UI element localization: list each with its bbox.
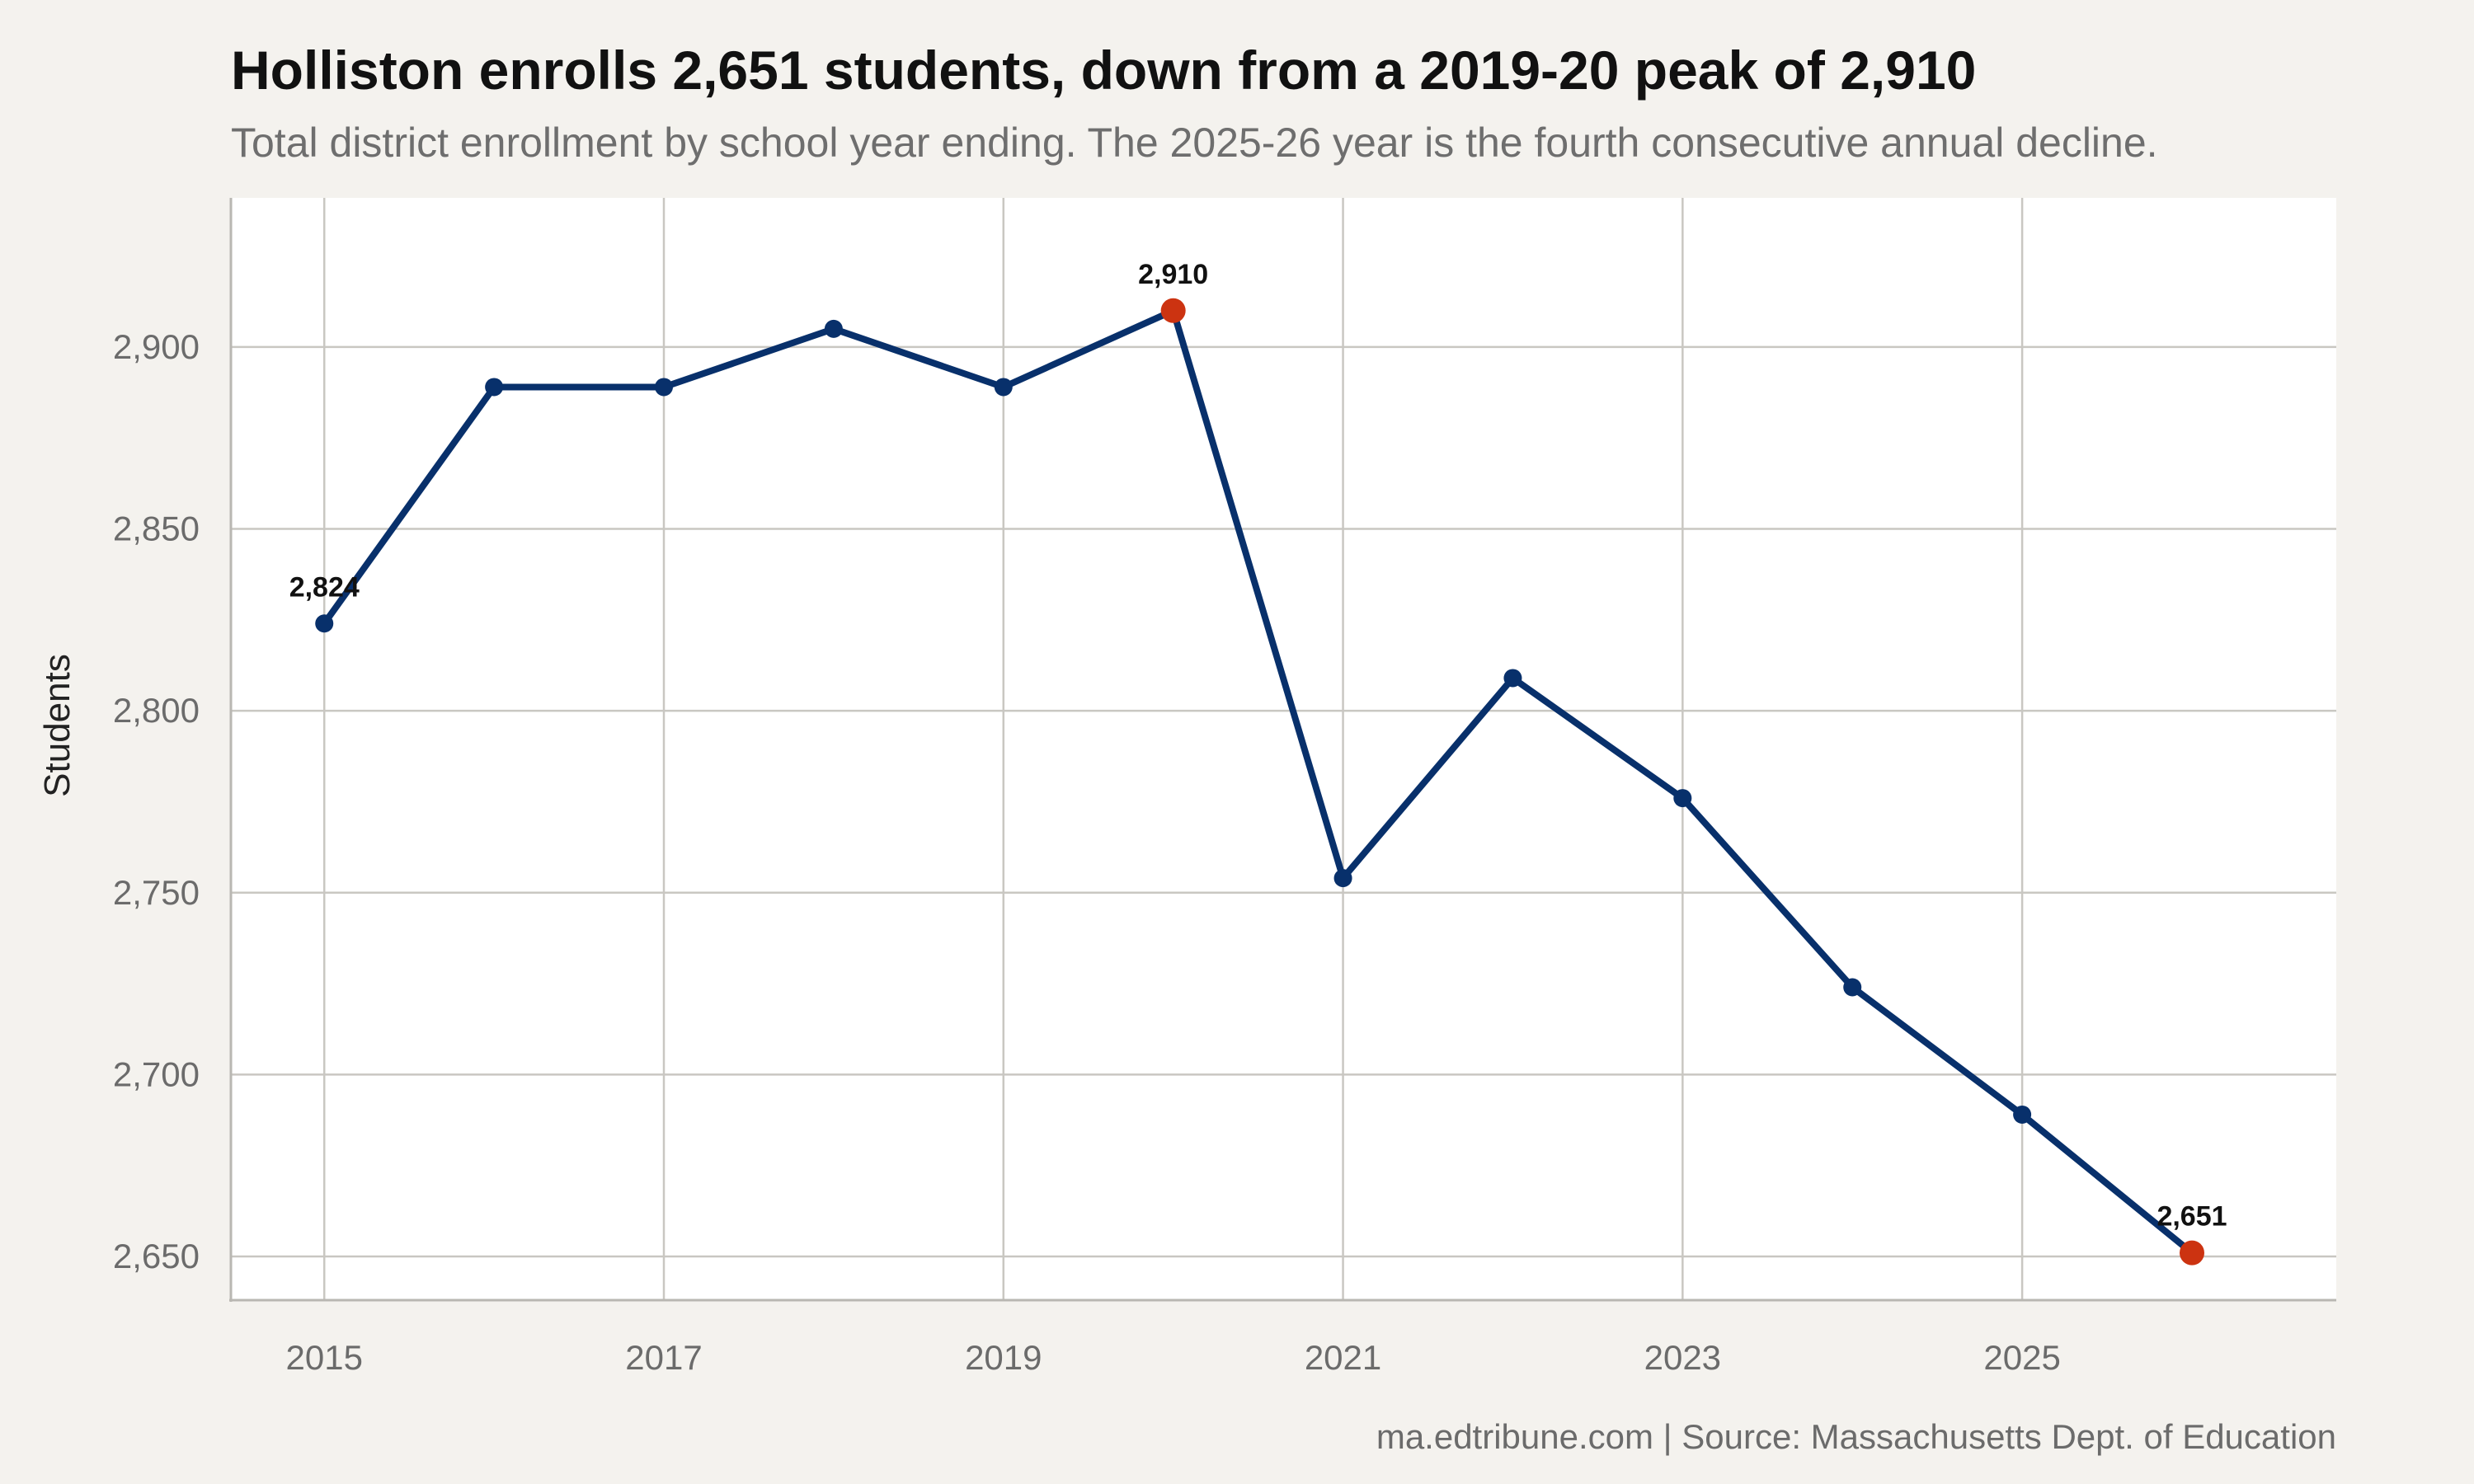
series-line [321,307,2195,1256]
highlight-point-2020 [1160,298,1186,323]
data-label-2015: 2,824 [289,571,360,603]
data-point-2017 [655,378,674,397]
x-tick-label: 2025 [1983,1338,2060,1377]
y-tick-label: 2,900 [113,327,200,366]
data-labels: 2,824 2,910 2,651 [289,259,2227,1233]
data-point-2015 [315,614,334,633]
data-point-2024 [1843,978,1862,997]
data-point-2025 [2013,1105,2032,1124]
data-point-2023 [1673,789,1692,808]
highlight-point-2026 [2179,1240,2204,1266]
y-tick-label: 2,650 [113,1237,200,1275]
data-point-2018 [824,319,843,338]
data-point-2021 [1333,869,1352,888]
grid-lines [231,198,2336,1300]
data-points [315,298,2204,1266]
chart-subtitle: Total district enrollment by school year… [231,120,2158,166]
source-caption: ma.edtribune.com | Source: Massachusetts… [1376,1417,2336,1456]
data-label-2026: 2,651 [2157,1201,2227,1233]
x-tick-label: 2023 [1644,1338,1721,1377]
series-enrollment [321,307,2195,1256]
data-point-2022 [1503,669,1522,688]
data-point-2016 [485,378,504,397]
y-tick-label: 2,700 [113,1054,200,1093]
y-tick-label: 2,750 [113,873,200,912]
data-point-2019 [994,378,1013,397]
x-tick-label: 2017 [625,1338,702,1377]
data-label-2020: 2,910 [1138,259,1208,290]
x-tick-label: 2021 [1305,1338,1381,1377]
tick-labels: 2,650 2,700 2,750 2,800 2,850 2,900 2015 2017 20… [113,327,2061,1377]
plot-area [231,198,2336,1300]
y-axis-title: Students [37,654,78,797]
y-tick-label: 2,850 [113,510,200,548]
chart-title: Holliston enrolls 2,651 students, down f… [231,40,1976,101]
x-tick-label: 2019 [965,1338,1042,1377]
x-tick-label: 2015 [286,1338,363,1377]
y-tick-label: 2,800 [113,691,200,730]
axes [229,198,2336,1302]
